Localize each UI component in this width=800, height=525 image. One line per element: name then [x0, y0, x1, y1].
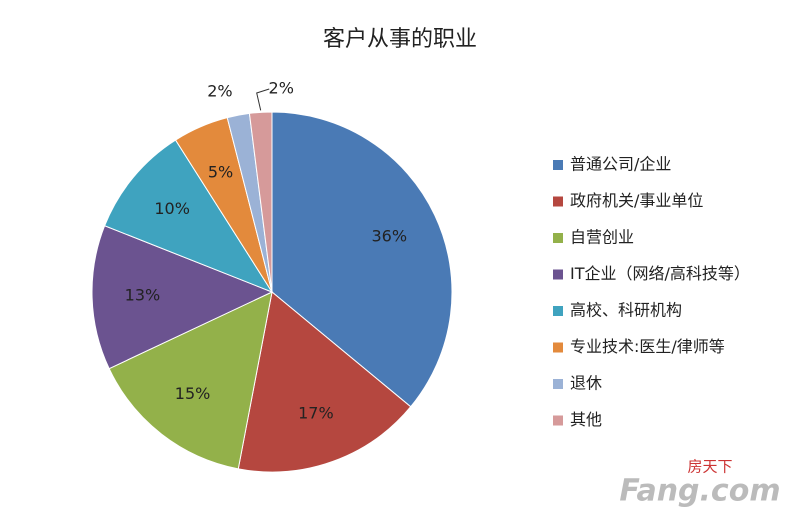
pie-slice [91, 225, 274, 370]
legend-label: 政府机关/事业单位 [570, 191, 703, 210]
legend-label: IT企业（网络/高科技等） [570, 264, 750, 283]
watermark: Fang.com [619, 474, 780, 509]
pie-slice [108, 291, 273, 470]
legend-swatch [553, 196, 563, 207]
pie-slice [271, 111, 453, 408]
data-label: 10% [154, 199, 190, 218]
chart-title: 客户从事的职业 [323, 27, 477, 52]
data-label: 2% [269, 79, 294, 98]
legend-label: 退休 [570, 374, 602, 393]
legend-label: 其他 [570, 410, 602, 429]
legend-swatch [553, 342, 563, 353]
watermark: 房天下 [687, 458, 732, 476]
data-label: 2% [207, 82, 232, 101]
data-label: 13% [125, 286, 161, 305]
legend-label: 高校、科研机构 [570, 301, 682, 320]
data-label: 5% [208, 163, 233, 182]
legend-swatch [553, 233, 563, 243]
data-label: 17% [298, 403, 334, 422]
pie-slice [248, 111, 273, 293]
legend-swatch [553, 415, 563, 426]
legend-swatch [553, 269, 563, 280]
pie-slice [237, 291, 412, 473]
legend-swatch [553, 379, 563, 389]
data-label: 36% [371, 226, 407, 245]
legend-swatch [553, 306, 563, 316]
legend-label: 普通公司/企业 [570, 155, 671, 174]
leader-line [256, 88, 270, 111]
legend-label: 自营创业 [570, 228, 634, 247]
legend-label: 专业技术:医生/律师等 [570, 337, 725, 356]
legend-swatch [553, 160, 563, 170]
pie-slice [103, 139, 274, 294]
data-label: 15% [175, 384, 211, 403]
